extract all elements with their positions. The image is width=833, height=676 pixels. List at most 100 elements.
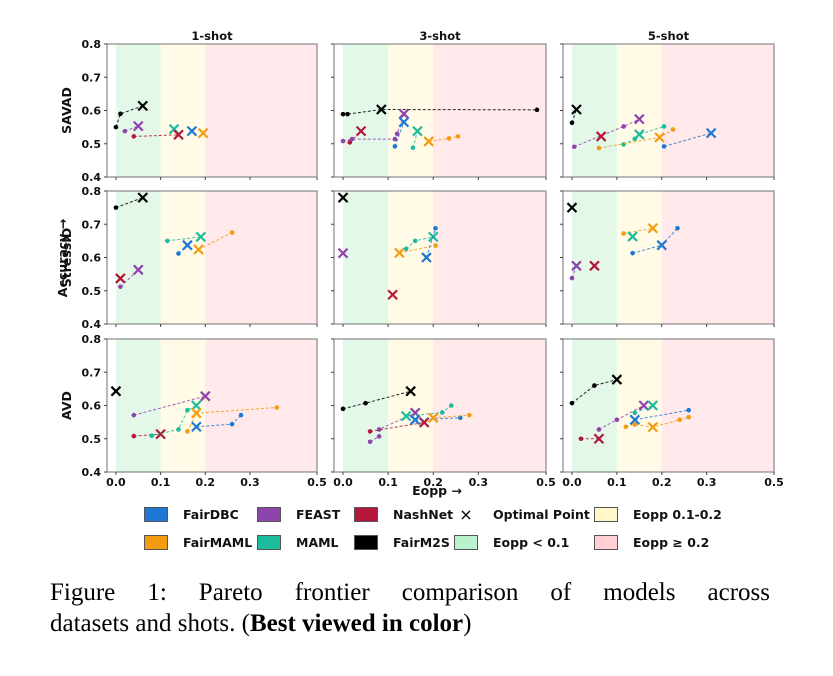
row-label: AVD [59,391,74,420]
point-fairm2s [118,111,123,117]
frontier-line-maml [167,236,201,242]
region-eopp-0-1-0-2 [616,191,662,324]
frontier-line-feast [574,118,640,148]
point-fairdbc [675,225,680,231]
eopp-high-swatch [594,534,618,550]
fairm2s-swatch [354,534,378,550]
optimal-point-fairdbc [629,414,641,426]
point-fairm2s [340,406,346,412]
optimal-point-feast [337,247,349,259]
point-fairm2s [113,124,119,130]
panel-avd-1-shot: 0.4 0.5 0.6 0.7 0.8 0.0 0.1 0.2 0.3 0.5 AVD [59,333,327,489]
optimal-point-fairmaml [394,247,405,259]
legend-item-optimal-point: × Optimal Point [454,505,590,523]
region-eopp-0-1 [343,191,389,324]
point-maml [632,410,638,416]
optimal-point-nashnet [387,289,398,301]
optimal-marker-stroke [595,131,607,142]
optimal-point-feast [638,400,650,411]
caption-bold-note: Best viewed in color [249,610,464,637]
optimal-marker-stroke [191,400,202,411]
panel-savad-5-shot: 5-shot [560,29,775,180]
legend-item-fairmaml: FairMAML [144,533,252,551]
optimal-marker-stroke [400,410,412,422]
legend-item-fairm2s: FairM2S [354,533,450,551]
optimal-marker-stroke [337,247,349,259]
eopp-mid-swatch [594,506,618,522]
optimal-marker-stroke [376,104,387,115]
region-eopp-0-1-0-2 [160,339,206,472]
point-fairdbc [229,421,235,427]
y-tick-label: 0.5 [82,433,102,446]
point-fairmaml [274,405,280,410]
optimal-marker-stroke [571,260,582,272]
optimal-point-fairm2s [405,385,416,397]
point-feast [394,131,400,137]
legend-item-fairdbc: FairDBC [144,505,239,523]
point-fairm2s [592,383,597,388]
region-eopp-0-1-0-2 [388,339,434,472]
panel-avd-5-shot: 0.0 0.1 0.2 0.3 0.5 [560,338,784,489]
optimal-marker-stroke [634,129,645,140]
optimal-marker-stroke [355,125,367,137]
point-nashnet [367,429,373,434]
point-fairdbc [176,251,181,256]
optimal-point-fairdbc [182,239,193,251]
legend-item-feast: FEAST [257,505,340,523]
point-fairmaml [596,145,602,151]
point-fairdbc [457,415,463,421]
point-feast [376,434,382,439]
optimal-marker-stroke [193,244,204,255]
optimal-marker-stroke [398,116,410,128]
point-fairmaml [229,230,235,235]
optimal-marker-stroke [115,273,126,284]
x-tick-label: 0.5 [307,476,327,489]
region-eopp-0-2 [205,191,317,324]
y-tick-label: 0.4 [82,318,102,331]
region-eopp-0-2 [661,339,774,472]
optimal-point-fairmaml [654,132,665,143]
caption-line-2-suffix: ) [463,610,472,637]
y-tick-label: 0.7 [82,218,102,231]
point-nashnet [131,134,137,139]
optimal-point-feast [132,264,144,276]
optimal-marker-stroke [589,260,600,272]
point-maml [185,407,190,413]
frontier-line-feast [369,412,416,443]
x-axis-label-eopp: Eopp → [412,483,462,498]
x-tick-label: 0.1 [151,476,171,489]
point-feast [569,275,575,281]
point-fairdbc [661,144,667,149]
column-title: 5-shot [648,29,690,43]
column-title: 3-shot [419,29,461,43]
x-tick-label: 0.1 [378,476,398,489]
x-tick-label: 0.3 [240,476,260,489]
point-feast [349,136,355,142]
optimal-point-nashnet [355,125,367,137]
optimal-point-fairm2s [137,100,149,112]
frontier-line-maml [634,405,653,414]
optimal-marker-stroke [197,127,209,139]
optimal-point-fairm2s [110,385,122,397]
y-tick-label: 0.4 [82,171,102,184]
optimal-point-nashnet [115,273,126,284]
optimal-marker-stroke [647,400,659,411]
point-maml [403,246,409,252]
frontier-line-maml [412,130,418,148]
y-axis-label-accuracy: Accuracy → [55,219,70,297]
optimal-point-fairdbc [421,252,432,263]
frontier-line-nashnet [133,134,179,137]
feast-swatch [257,506,281,522]
panel-savad-3-shot: 3-shot [331,29,547,180]
optimal-marker-stroke [132,120,144,132]
frontier-line-nashnet [370,421,425,432]
optimal-point-maml [647,400,659,411]
point-fairdbc [433,225,438,231]
fairmaml-swatch [144,534,168,550]
frontier-line-feast [133,395,206,416]
y-tick-label: 0.8 [82,185,102,198]
optimal-point-fairm2s [376,104,387,115]
y-tick-label: 0.5 [82,285,102,298]
optimal-marker-stroke [110,385,122,397]
frontier-line-fairdbc [415,417,461,421]
